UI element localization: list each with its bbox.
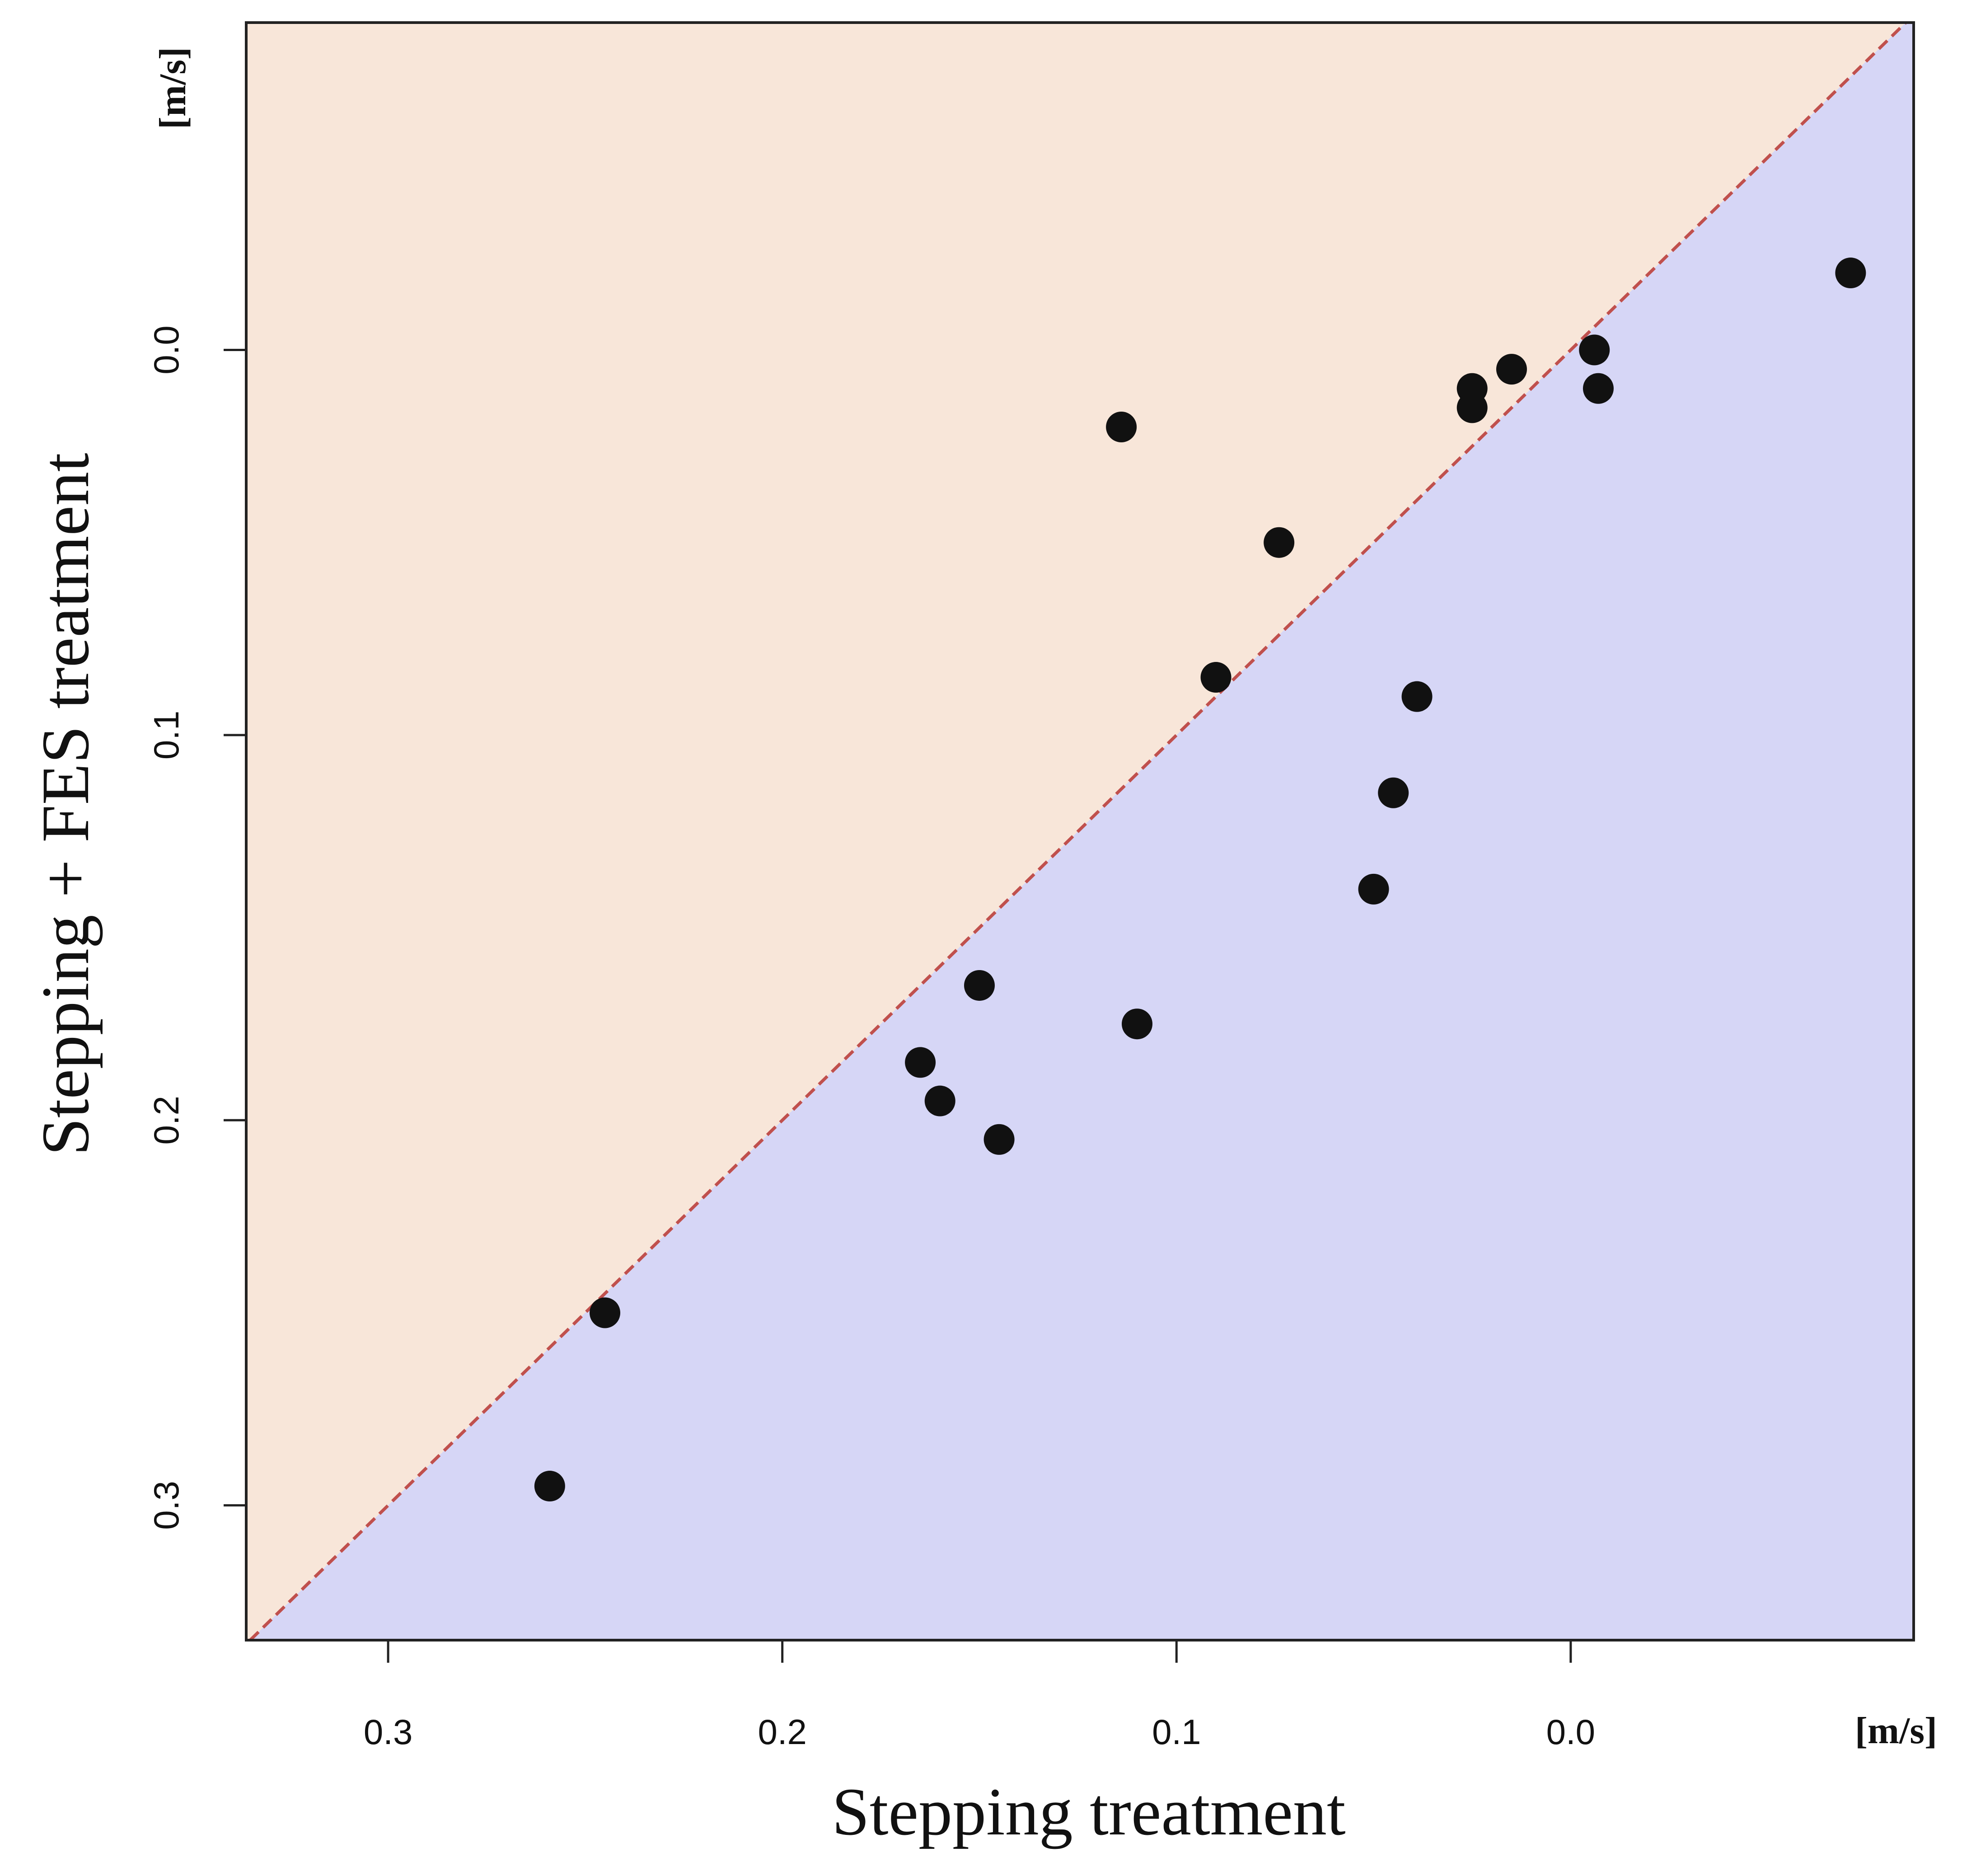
data-points <box>534 258 1866 1502</box>
data-point <box>1106 412 1137 442</box>
data-point <box>964 970 995 1001</box>
region-above-identity <box>246 23 1914 1640</box>
data-point <box>534 1471 565 1502</box>
x-tick-label: 0.1 <box>1152 1712 1201 1752</box>
x-axis-title: Stepping treatment <box>832 1774 1345 1849</box>
y-axis-ticks: 0.0 0.1 0.2 0.3 <box>146 325 246 1530</box>
data-point <box>1496 354 1527 385</box>
data-point <box>1579 334 1610 366</box>
data-point <box>1835 258 1866 289</box>
identity-reference-line <box>249 21 1907 1642</box>
y-tick-label: 0.0 <box>146 325 186 374</box>
x-unit-label: [m/s] <box>1855 1710 1937 1752</box>
y-unit-label: [m/s] <box>152 47 194 129</box>
data-point <box>983 1124 1015 1155</box>
data-point <box>1264 527 1295 558</box>
data-point <box>924 1085 955 1116</box>
y-tick-label: 0.2 <box>146 1096 186 1144</box>
data-point <box>1401 681 1433 712</box>
y-tick-label: 0.3 <box>146 1481 186 1529</box>
data-point <box>1456 373 1488 404</box>
data-point <box>590 1297 621 1328</box>
plot-frame <box>245 21 1915 1642</box>
data-point <box>1358 873 1389 905</box>
y-axis-title: Stepping + FES treatment <box>28 453 103 1155</box>
y-tick-label: 0.1 <box>146 711 186 760</box>
x-axis-ticks: 0.3 0.2 0.1 0.0 <box>364 1640 1595 1752</box>
x-tick-label: 0.3 <box>364 1712 412 1752</box>
data-point <box>1378 777 1409 808</box>
data-point <box>1200 662 1232 693</box>
x-tick-label: 0.0 <box>1546 1712 1595 1752</box>
data-point <box>1583 373 1614 404</box>
data-point <box>905 1047 936 1078</box>
x-tick-label: 0.2 <box>758 1712 806 1752</box>
data-point <box>1122 1008 1153 1040</box>
